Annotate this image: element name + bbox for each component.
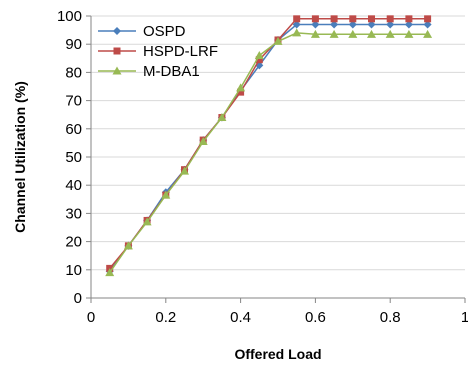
data-point [348, 29, 358, 38]
legend-item-hspd-lrf: HSPD-LRF [98, 43, 218, 60]
legend-label: OSPD [143, 23, 186, 40]
data-point [405, 15, 413, 23]
y-tick-label: 90 [65, 36, 82, 53]
y-axis-title: Channel Utilization (%) [12, 81, 28, 233]
y-tick-label: 80 [65, 64, 82, 81]
data-point [255, 56, 263, 64]
axes [86, 15, 466, 303]
x-tick-label: 0.8 [380, 309, 401, 326]
data-point [385, 29, 395, 38]
data-point [423, 20, 432, 29]
x-tick-label: 0 [87, 309, 95, 326]
data-point [310, 29, 320, 38]
data-point [367, 29, 376, 38]
data-point [236, 83, 246, 92]
data-point [105, 268, 115, 277]
x-tick-label: 1 [461, 309, 468, 326]
y-tick-label: 20 [65, 234, 82, 251]
data-point [386, 20, 395, 29]
x-axis-title: Offered Load [234, 346, 321, 362]
series-group [105, 15, 433, 277]
x-axis-tick-labels: 0 0.2 0.4 0.6 0.8 1 [87, 309, 468, 326]
x-tick-label: 0.6 [305, 309, 326, 326]
legend-marker [113, 47, 121, 55]
y-tick-label: 50 [65, 149, 82, 166]
data-point [237, 88, 245, 96]
legend-marker [112, 66, 122, 75]
data-point [273, 36, 283, 45]
y-tick-label: 30 [65, 205, 82, 222]
series-line-m-dba1 [109, 32, 428, 274]
data-point [404, 29, 414, 38]
data-point [293, 15, 301, 23]
x-tick-label: 0.4 [230, 309, 251, 326]
y-tick-label: 0 [74, 290, 82, 307]
data-point [292, 20, 301, 29]
data-point [367, 20, 376, 29]
y-tick-label: 70 [65, 93, 82, 110]
y-tick-label: 10 [65, 262, 82, 279]
legend-label: M-DBA1 [143, 63, 200, 80]
data-point [123, 241, 133, 250]
legend-label: HSPD-LRF [143, 43, 218, 60]
y-tick-label: 60 [65, 121, 82, 138]
series-line-ospd [109, 23, 428, 272]
series-m-dba1 [105, 28, 433, 277]
data-point [311, 15, 319, 23]
y-axis-tick-labels: 0 10 20 30 40 50 60 70 80 90 100 [57, 8, 82, 307]
x-tick-label: 0.2 [155, 309, 176, 326]
data-point [254, 50, 264, 59]
data-point [329, 29, 339, 38]
y-tick-label: 40 [65, 177, 82, 194]
y-tick-label: 100 [57, 8, 82, 25]
data-point [424, 15, 432, 23]
legend-marker [113, 27, 121, 35]
data-point [161, 190, 171, 199]
data-point [142, 217, 152, 226]
data-point [404, 20, 413, 29]
data-point [349, 15, 357, 23]
legend-item-ospd: OSPD [98, 23, 186, 40]
data-point [255, 61, 264, 70]
data-point [180, 166, 189, 175]
data-point [311, 20, 320, 29]
legend-item-m-dba1: M-DBA1 [98, 63, 200, 80]
data-point [386, 15, 394, 23]
data-point [198, 136, 208, 145]
data-point [368, 15, 375, 23]
legend: OSPD HSPD-LRF M-DBA1 [98, 23, 218, 80]
data-point [292, 28, 302, 37]
data-point [330, 15, 338, 23]
data-point [217, 113, 227, 122]
data-point [348, 20, 357, 29]
data-point [423, 29, 433, 38]
data-point [330, 20, 339, 29]
